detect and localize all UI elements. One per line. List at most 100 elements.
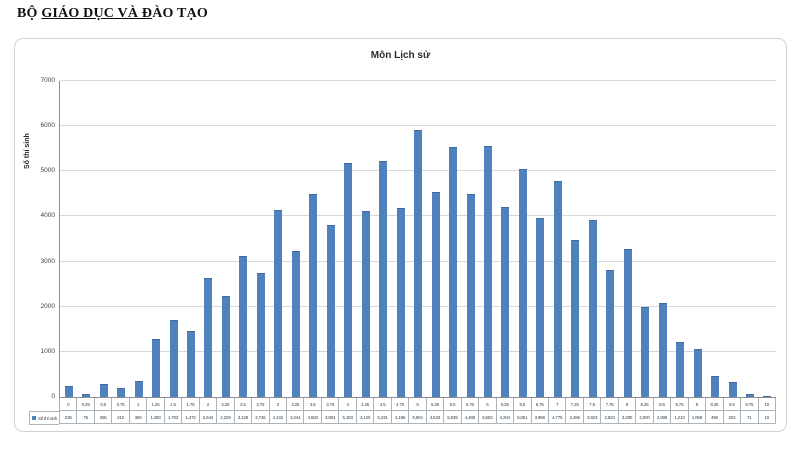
bar-slot [200,81,217,397]
bar-slot [147,81,164,397]
bar-slot [549,81,566,397]
bar [693,348,702,397]
bar [571,239,580,397]
bar [483,146,492,397]
x-tick-label: 3.75 [321,398,340,411]
value-cell: 4,204 [496,411,515,424]
y-tick-label: 0 [51,393,55,400]
legend: Số thí sinh [29,411,59,425]
bar-slot [689,81,706,397]
bar-slot [654,81,671,397]
bar-slot [706,81,723,397]
x-tick-label: 1.25 [147,398,165,411]
value-cell: 2,644 [199,411,218,424]
bar [536,217,545,397]
value-cell: 210 [112,411,130,424]
y-tick-label: 1000 [40,347,55,355]
value-cell: 4,533 [426,411,445,424]
axis-data-table: 0 0.25 0.5 0.75 1 1.25 1.5 1.75 2 2.25 2.5 2.75 3 3.2… [29,398,776,425]
x-tick-label: 0.75 [112,398,130,411]
header-prefix: BỘ [17,6,42,21]
x-tick-label: 6.75 [531,398,549,411]
value-cell: 4,775 [548,411,567,424]
value-cell: 3,969 [531,411,549,424]
bar-slot [584,81,601,397]
bar [221,296,230,397]
bar-slot [619,81,636,397]
chart-title: Môn Lịch sử [370,50,431,61]
bar [291,250,300,397]
x-tick-label: 5.5 [444,398,462,411]
x-tick-label: 8.25 [636,398,654,411]
x-tick-label: 7.5 [583,398,602,411]
bar-slot [602,81,619,397]
bar [746,393,755,397]
x-tick-label: 9.75 [741,398,759,411]
value-cell: 75 [77,411,95,424]
bar-slot [759,81,776,397]
score-distribution-chart: Môn Lịch sử Số thí sinh 0 1000 2000 3000 400… [14,38,787,432]
bar [588,219,597,397]
value-cell: 285 [94,411,113,424]
bar-slot [462,81,479,397]
value-cell: 3,486 [566,411,584,424]
x-tick-label: 0 [60,398,78,411]
bar-slot [514,81,531,397]
value-cell: 1,213 [671,411,689,424]
x-tick-label: 8 [618,398,637,411]
bar-slot [479,81,496,397]
x-tick-label: 9.25 [706,398,724,411]
y-tick-label: 2000 [40,302,55,310]
bar [431,192,440,397]
value-cell: 3,280 [618,411,637,424]
value-cell: 5,539 [444,411,462,424]
category-row: 0 0.25 0.5 0.75 1 1.25 1.5 1.75 2 2.25 2.5 2.75 3 3.2… [59,398,776,411]
x-tick-label: 8.5 [653,398,672,411]
bar-slot [409,81,426,397]
bar-slot [130,81,147,397]
bar [309,193,318,397]
x-tick-label: 1.75 [182,398,200,411]
value-cell: 10 [758,411,776,424]
bar [134,380,143,397]
bar [396,207,405,397]
bar [361,211,370,397]
bar-slot [532,81,549,397]
y-tick-label: 5000 [40,167,55,175]
header-suffix: ÀO TẠO [152,6,208,21]
bar-slot [112,81,129,397]
bar [239,255,248,397]
bar [711,376,720,397]
bar-slot [77,81,94,397]
value-cell: 5,904 [409,411,427,424]
x-tick-label: 9.5 [723,398,742,411]
x-tick-label: 5.75 [461,398,480,411]
bar-slot [427,81,444,397]
bar [187,330,196,397]
bar-slot [636,81,653,397]
bar [256,273,265,397]
bar [623,248,632,397]
x-tick-label: 10 [758,398,776,411]
bar-slot [340,81,357,397]
bar-slot [741,81,758,397]
bar [64,386,73,397]
bar-slot [270,81,287,397]
plot-area: 0 1000 2000 3000 4000 5000 6000 7000 [41,77,776,400]
value-cell: 2,229 [217,411,235,424]
y-tick-label: 4000 [40,212,55,220]
bar [379,160,388,397]
value-cell: 71 [741,411,759,424]
value-cell: 2,089 [653,411,672,424]
x-tick-label: 0.25 [77,398,95,411]
bar [326,225,335,397]
header-underlined-text: GIÁO DỤC VÀ Đ [41,6,153,21]
x-tick-label: 1.5 [164,398,183,411]
x-tick-label: 2.75 [252,398,270,411]
value-cell: 4,120 [356,411,375,424]
legend-series-marker-icon [32,416,36,420]
bar-slot [165,81,182,397]
bar-slot [567,81,584,397]
bar [641,306,650,397]
x-tick-label: 2 [199,398,218,411]
